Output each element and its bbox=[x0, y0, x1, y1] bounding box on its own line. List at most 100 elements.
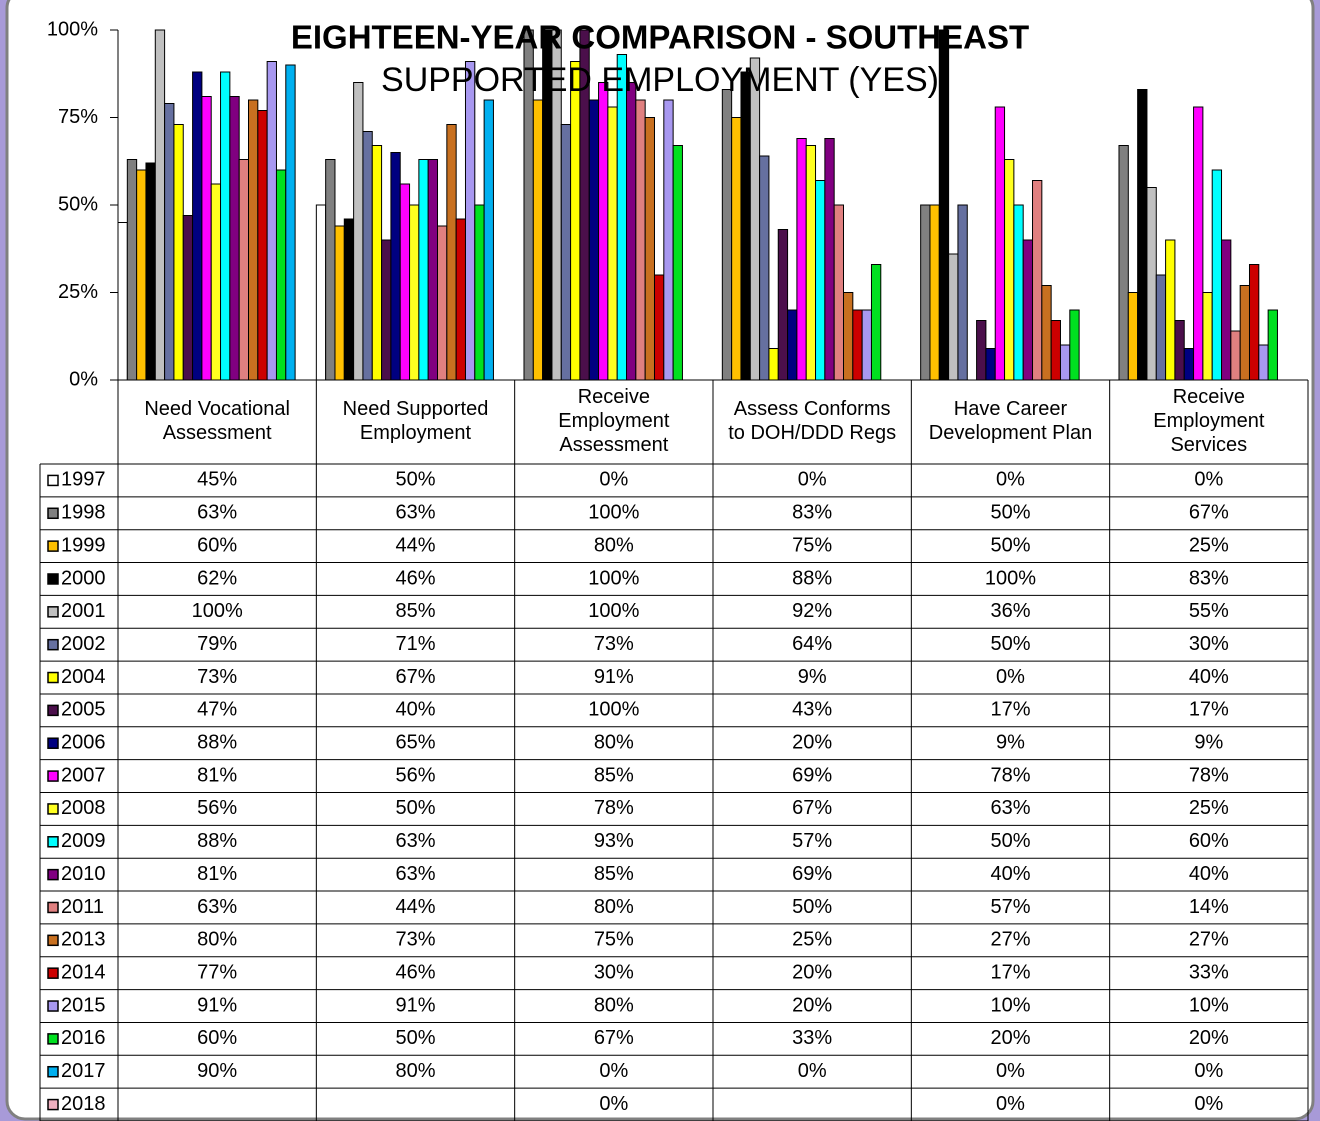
value-label: 0% bbox=[1194, 1093, 1223, 1115]
value-label: 67% bbox=[594, 1027, 634, 1049]
bar bbox=[210, 183, 222, 381]
bar bbox=[446, 124, 457, 381]
bar bbox=[672, 145, 683, 381]
value-label: 80% bbox=[594, 896, 634, 918]
legend-swatch bbox=[47, 1033, 59, 1045]
legend-swatch bbox=[47, 737, 59, 749]
bar bbox=[1202, 292, 1213, 381]
bar bbox=[607, 106, 618, 381]
bar bbox=[1127, 292, 1139, 381]
value-label: 47% bbox=[197, 699, 237, 721]
value-label: 85% bbox=[594, 764, 634, 786]
value-label: 0% bbox=[798, 1060, 827, 1082]
value-label: 71% bbox=[395, 633, 435, 655]
value-label: 91% bbox=[197, 994, 237, 1016]
legend-label: 2000 bbox=[61, 567, 106, 589]
bar bbox=[1211, 169, 1223, 381]
value-label: 50% bbox=[990, 830, 1030, 852]
bar bbox=[409, 204, 420, 381]
value-label: 25% bbox=[1189, 534, 1229, 556]
value-label: 20% bbox=[792, 961, 832, 983]
value-label: 91% bbox=[395, 994, 435, 1016]
legend-label: 2001 bbox=[61, 600, 106, 622]
category-label: Have Career Development Plan bbox=[929, 398, 1092, 444]
bar bbox=[560, 124, 572, 381]
bar bbox=[257, 110, 268, 381]
category-label: Need Supported Employment bbox=[343, 398, 489, 444]
legend-swatch bbox=[47, 868, 59, 881]
bar bbox=[464, 61, 476, 381]
bar bbox=[1221, 239, 1232, 381]
value-label: 20% bbox=[792, 994, 832, 1016]
value-label: 63% bbox=[395, 830, 435, 852]
value-label: 27% bbox=[1189, 929, 1229, 951]
y-tick-label: 50% bbox=[58, 193, 98, 215]
bar bbox=[1258, 344, 1269, 381]
bar bbox=[985, 348, 996, 381]
chart-title: EIGHTEEN-YEAR COMPARISON - SOUTHEAST bbox=[291, 19, 1029, 56]
bar bbox=[371, 145, 383, 381]
value-label: 50% bbox=[395, 1027, 435, 1049]
bar bbox=[285, 64, 296, 381]
y-tick-label: 25% bbox=[58, 281, 98, 303]
bar bbox=[824, 138, 835, 381]
bar bbox=[635, 99, 646, 381]
legend-label: 2004 bbox=[61, 666, 106, 688]
value-label: 63% bbox=[197, 502, 237, 524]
value-label: 60% bbox=[197, 534, 237, 556]
bar bbox=[483, 99, 494, 381]
value-label: 0% bbox=[996, 469, 1025, 491]
value-label: 50% bbox=[990, 502, 1030, 524]
value-label: 67% bbox=[792, 797, 832, 819]
bar bbox=[220, 71, 231, 381]
value-label: 0% bbox=[996, 1060, 1025, 1082]
y-tick-label: 75% bbox=[58, 106, 98, 128]
value-label: 88% bbox=[197, 732, 237, 754]
bar bbox=[1183, 348, 1195, 381]
bar bbox=[437, 225, 448, 381]
bar bbox=[248, 99, 259, 381]
bar bbox=[588, 99, 600, 381]
value-label: 69% bbox=[792, 764, 832, 786]
value-label: 0% bbox=[599, 469, 628, 491]
legend-label: 2008 bbox=[61, 797, 106, 819]
bar bbox=[1013, 204, 1024, 381]
value-label: 50% bbox=[990, 633, 1030, 655]
value-label: 55% bbox=[1189, 600, 1229, 622]
legend-swatch bbox=[47, 606, 59, 618]
bar bbox=[1248, 264, 1260, 381]
value-label: 80% bbox=[594, 534, 634, 556]
bar bbox=[325, 159, 336, 381]
bar bbox=[427, 159, 439, 381]
legend-swatch bbox=[47, 901, 59, 914]
value-label: 63% bbox=[395, 502, 435, 524]
value-label: 92% bbox=[792, 600, 832, 622]
y-tick-label: 0% bbox=[69, 368, 98, 390]
value-label: 0% bbox=[1194, 469, 1223, 491]
value-label: 63% bbox=[197, 896, 237, 918]
value-label: 9% bbox=[996, 732, 1025, 754]
value-label: 100% bbox=[588, 502, 639, 524]
legend-label: 2014 bbox=[61, 961, 106, 983]
value-label: 88% bbox=[197, 830, 237, 852]
legend-label: 2009 bbox=[61, 830, 106, 852]
bar bbox=[976, 320, 987, 381]
bar bbox=[362, 131, 373, 381]
value-label: 79% bbox=[197, 633, 237, 655]
value-label: 50% bbox=[792, 896, 832, 918]
legend-swatch bbox=[47, 573, 59, 585]
bar bbox=[343, 218, 355, 381]
value-label: 0% bbox=[599, 1093, 628, 1115]
value-label: 10% bbox=[1189, 994, 1229, 1016]
legend-label: 1997 bbox=[61, 469, 106, 491]
value-label: 67% bbox=[1189, 502, 1229, 524]
value-label: 40% bbox=[395, 699, 435, 721]
legend-swatch bbox=[47, 967, 59, 979]
value-label: 0% bbox=[599, 1060, 628, 1082]
bar bbox=[920, 204, 931, 381]
bar bbox=[455, 218, 466, 381]
value-label: 77% bbox=[197, 961, 237, 983]
value-label: 0% bbox=[996, 666, 1025, 688]
